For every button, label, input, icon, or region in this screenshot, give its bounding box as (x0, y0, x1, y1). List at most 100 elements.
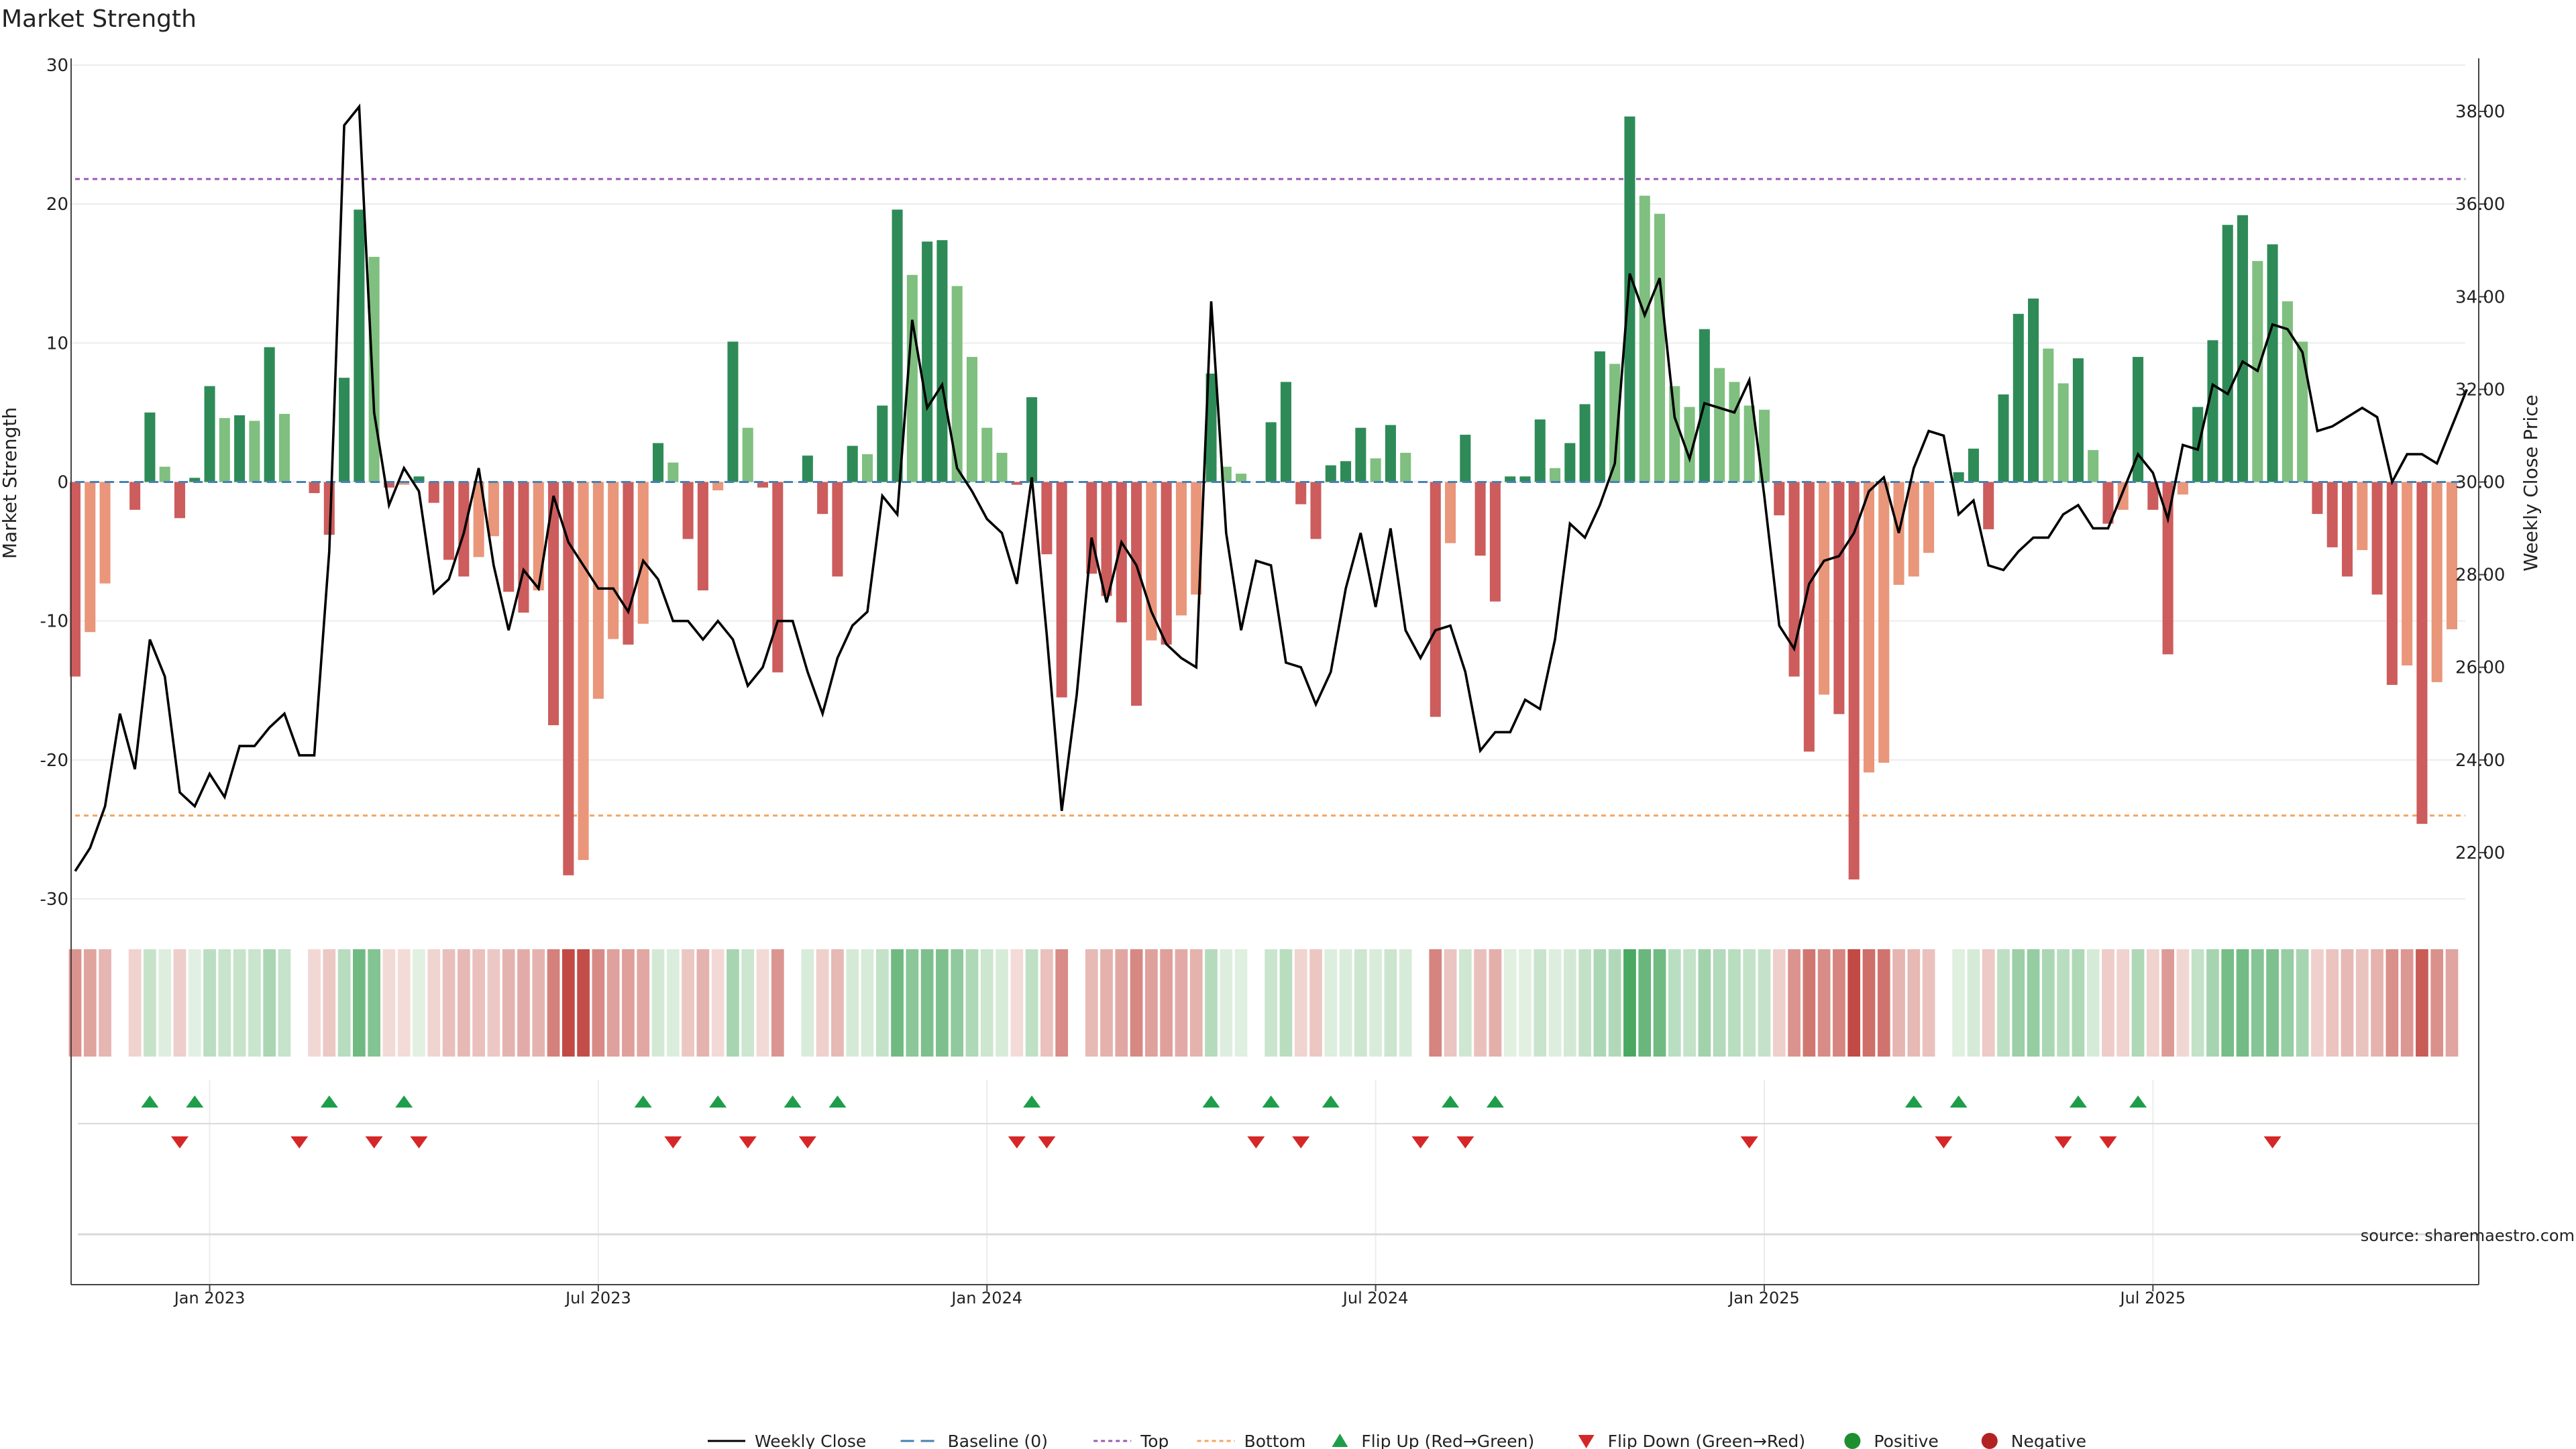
heat-cell (756, 949, 769, 1057)
strength-bar (1579, 404, 1591, 482)
strength-bar (966, 357, 978, 482)
heat-cell (2072, 949, 2085, 1057)
strength-bar (861, 454, 873, 482)
strength-bar (1056, 482, 1067, 698)
y-tick-left-label: 0 (57, 473, 68, 493)
heat-cell (622, 949, 635, 1057)
strength-bar (1011, 482, 1022, 485)
heat-cell (1040, 949, 1053, 1057)
strength-bar (1863, 482, 1874, 773)
y-tick-left-label: 30 (46, 56, 68, 76)
strength-bar (2357, 482, 2368, 551)
strength-bar (518, 482, 529, 613)
grid-lines (71, 64, 2465, 1285)
heat-cell (592, 949, 605, 1057)
flip-down-marker (1411, 1136, 1430, 1148)
heat-cell (2206, 949, 2219, 1057)
strength-bar (608, 482, 619, 639)
legend-bottom-label: Bottom (1244, 1432, 1306, 1449)
heat-cell (1593, 949, 1607, 1057)
strength-bar (847, 445, 858, 482)
strength-bar (1669, 386, 1680, 482)
heat-cell (786, 949, 799, 1057)
strength-bar (936, 240, 948, 482)
strength-bar (1729, 382, 1740, 482)
strength-bar (1953, 472, 1964, 482)
strength-bar (2341, 482, 2353, 577)
strength-bar (1788, 482, 1800, 677)
strength-bar (1833, 482, 1845, 714)
flip-down-marker (664, 1136, 682, 1148)
heat-cell (1967, 949, 1980, 1057)
heat-cell (1265, 949, 1278, 1057)
heat-cell (517, 949, 530, 1057)
strength-bar (159, 466, 170, 482)
heat-cell (1982, 949, 1995, 1057)
heat-cell (353, 949, 366, 1057)
strength-bar (1355, 427, 1366, 482)
heat-cell (2385, 949, 2399, 1057)
heat-cell (158, 949, 172, 1057)
heat-cell (2131, 949, 2145, 1057)
heat-cell (1758, 949, 1771, 1057)
heat-cell (382, 949, 396, 1057)
strength-bar (981, 427, 993, 482)
strength-bar (1654, 213, 1666, 482)
legend-positive-label: Positive (1874, 1432, 1938, 1449)
strength-bar (1609, 364, 1621, 482)
flip-up-marker (1904, 1095, 1923, 1108)
flip-up-marker (1486, 1095, 1504, 1108)
strength-bar (2117, 482, 2129, 510)
heat-cell (637, 949, 650, 1057)
flip-down-marker (1740, 1136, 1758, 1148)
heat-cell (2236, 949, 2249, 1057)
strength-bar (2177, 482, 2188, 495)
strength-bar (1041, 482, 1053, 555)
strength-bar (2402, 482, 2413, 665)
strength-bar (712, 482, 724, 490)
strength-bar (2057, 383, 2069, 482)
strength-bar (1998, 394, 2009, 482)
flip-down-marker (170, 1136, 189, 1148)
heat-cell (1907, 949, 1921, 1057)
heat-cell (1937, 949, 1950, 1057)
strength-bar (1684, 407, 1695, 482)
strength-bar (682, 482, 694, 539)
strength-bar (1489, 482, 1501, 602)
heat-cell (816, 949, 829, 1057)
heat-cell (1175, 949, 1188, 1057)
strength-bar (1310, 482, 1322, 539)
strength-bar (144, 412, 156, 482)
strength-bar (1983, 482, 1994, 529)
heat-cell (2355, 949, 2369, 1057)
strength-bar (129, 482, 141, 510)
heat-cell (651, 949, 665, 1057)
strength-bar (1101, 482, 1112, 596)
heat-cell (2445, 949, 2459, 1057)
legend-positive-swatch (1844, 1433, 1861, 1449)
heat-cell (1115, 949, 1128, 1057)
heat-cell (2326, 949, 2339, 1057)
legend: Weekly Close Baseline (0) Top Bottom Flip Up… (708, 1432, 2086, 1449)
flip-down-marker (1292, 1136, 1310, 1148)
legend-baseline-label: Baseline (0) (948, 1432, 1048, 1449)
heat-cell (203, 949, 216, 1057)
heat-cell (1354, 949, 1367, 1057)
flip-down-marker (290, 1136, 309, 1148)
strength-bar (1175, 482, 1187, 616)
flip-markers (78, 1095, 2479, 1236)
strength-bar (1908, 482, 1919, 577)
y-tick-left-label: -10 (40, 612, 68, 632)
strength-bar (951, 286, 963, 482)
heat-cell (1205, 949, 1218, 1057)
strength-bar (1191, 482, 1202, 595)
strength-bar (488, 482, 499, 537)
heat-cell (606, 949, 620, 1057)
strength-bar (2416, 482, 2428, 824)
flip-up-marker (395, 1095, 413, 1108)
strength-bar (1400, 452, 1411, 482)
heat-cell (1294, 949, 1307, 1057)
legend-flip-up-swatch (1332, 1434, 1348, 1447)
heat-cell (1519, 949, 1532, 1057)
x-tick-label: Jul 2024 (1342, 1289, 1409, 1307)
